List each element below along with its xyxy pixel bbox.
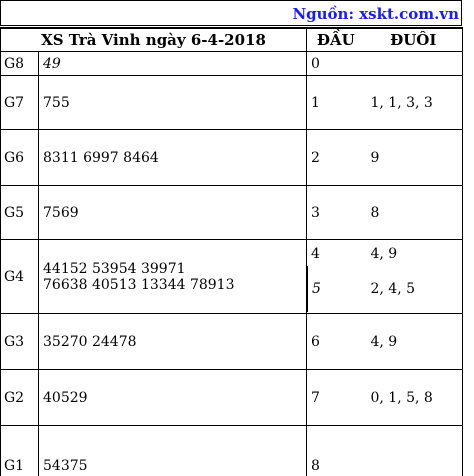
prize-row-g1: G1 54375 8 (0, 425, 463, 476)
prize-value-group: 44152 53954 39971 76638 40513 13344 7891… (38, 239, 307, 314)
prize-value: 40529 (38, 369, 307, 426)
prize-value: 49 (38, 51, 307, 76)
dau-value: 6 (306, 313, 365, 370)
prize-label: G1 (0, 425, 39, 476)
duoi-value: 4, 9 (364, 313, 463, 370)
duoi-group: 4, 9 2, 4, 5 (364, 239, 463, 314)
prize-row-g3: G3 35270 24478 6 4, 9 (0, 313, 463, 370)
dau-value: 5 (307, 265, 365, 312)
prize-row-g8: G8 49 0 (0, 51, 463, 76)
prize-value: 755 (38, 75, 307, 130)
table-header: XS Trà Vinh ngày 6-4-2018 ĐẦU ĐUÔI (0, 27, 463, 52)
prize-label: G5 (0, 185, 39, 240)
duoi-header: ĐUÔI (364, 27, 463, 52)
dau-header: ĐẦU (306, 27, 365, 52)
duoi-value: 2, 4, 5 (370, 280, 416, 297)
prize-value: 54375 (43, 457, 88, 474)
duoi-value: 0, 1, 5, 8 (364, 369, 463, 426)
dau-value: 3 (306, 185, 365, 240)
prize-row-g5: G5 7569 3 8 (0, 185, 463, 240)
prize-row-g2: G2 40529 7 0, 1, 5, 8 (0, 369, 463, 426)
prize-value: 44152 53954 39971 (43, 260, 186, 277)
prize-label: G4 (0, 239, 39, 314)
dau-value: 7 (306, 369, 365, 426)
prize-label: G8 (0, 51, 39, 76)
duoi-value (364, 51, 463, 76)
prize-row-g6: G6 8311 6997 8464 2 9 (0, 129, 463, 186)
dau-value: 0 (306, 51, 365, 76)
duoi-value (364, 425, 463, 476)
prize-row-g4: G4 44152 53954 39971 76638 40513 13344 7… (0, 239, 463, 314)
lottery-results-page: Nguồn: xskt.com.vn XS Trà Vinh ngày 6-4-… (0, 0, 463, 476)
duoi-value: 8 (364, 185, 463, 240)
dau-value: 1 (306, 75, 365, 130)
dau-group: 4 5 (306, 239, 365, 314)
duoi-value: 1, 1, 3, 3 (364, 75, 463, 130)
source-banner: Nguồn: xskt.com.vn (0, 0, 462, 26)
prize-value: 8311 6997 8464 (38, 129, 307, 186)
prize-label: G2 (0, 369, 39, 426)
dau-value: 8 (306, 425, 365, 476)
duoi-value: 4, 9 (370, 245, 398, 262)
dau-value: 4 (311, 245, 320, 262)
duoi-value: 9 (364, 129, 463, 186)
prize-label: G7 (0, 75, 39, 130)
dau-value: 2 (306, 129, 365, 186)
prize-value: 7569 (38, 185, 307, 240)
prize-row-g7: G7 755 1 1, 1, 3, 3 (0, 75, 463, 130)
prize-value: 35270 24478 (38, 313, 307, 370)
prize-label: G6 (0, 129, 39, 186)
source-link[interactable]: Nguồn: xskt.com.vn (292, 5, 459, 23)
results-table: XS Trà Vinh ngày 6-4-2018 ĐẦU ĐUÔI G8 49… (0, 27, 463, 476)
prize-value: 76638 40513 13344 78913 (43, 276, 235, 293)
results-title: XS Trà Vinh ngày 6-4-2018 (0, 27, 307, 52)
prize-label: G3 (0, 313, 39, 370)
